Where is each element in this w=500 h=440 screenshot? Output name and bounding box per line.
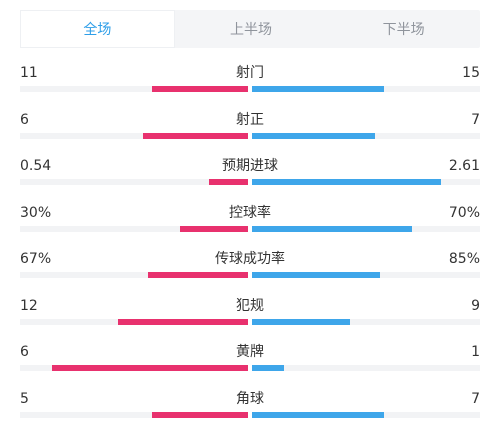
home-bar [118,318,248,325]
home-bar-track [20,132,248,139]
home-value: 0.54 [20,158,52,174]
stat-label: 射门 [236,65,264,81]
home-bar-track [20,272,248,278]
away-value: 70% [448,204,480,221]
home-bar [148,272,248,278]
away-bar [252,86,384,92]
stat-label: 射正 [236,111,264,128]
stat-row: 6 射正 7 [0,97,500,143]
away-bar-track [252,272,480,278]
stat-label: 犯规 [236,297,264,314]
home-bar [209,179,248,185]
away-bar [252,411,384,418]
home-bar-track [20,86,248,92]
home-bar-track [20,225,248,232]
away-bar-track [252,86,480,92]
home-bar-track [20,411,248,418]
home-value: 11 [20,65,38,81]
away-value: 15 [462,65,480,81]
stat-row: 5 角球 7 [0,376,500,422]
away-bar [252,272,380,278]
home-bar [180,225,248,232]
stat-label: 控球率 [229,204,271,221]
away-value: 1 [471,344,480,360]
stat-row: 12 犯规 9 [0,283,500,329]
home-bar [143,132,248,139]
away-value: 7 [471,390,480,407]
stat-row: 67% 传球成功率 85% [0,236,500,282]
home-bar [152,86,248,92]
away-bar-track [252,132,480,139]
away-bar [252,318,350,325]
away-value: 85% [448,251,480,267]
tab-full-match[interactable]: 全场 [20,10,175,48]
stat-row: 11 射门 15 [0,50,500,96]
away-value: 9 [471,297,480,314]
home-bar-track [20,179,248,185]
away-bar-track [252,225,480,232]
away-value: 2.61 [448,158,480,174]
home-bar [152,411,248,418]
stat-label: 预期进球 [222,158,278,174]
home-bar-track [20,318,248,325]
stat-label: 传球成功率 [215,251,285,267]
home-bar-track [20,365,248,371]
stat-row: 6 黄牌 1 [0,329,500,375]
away-bar [252,132,375,139]
tab-first-half[interactable]: 上半场 [230,22,272,38]
away-bar [252,365,284,371]
home-value: 6 [20,111,29,128]
stat-label: 黄牌 [236,344,264,360]
away-bar-track [252,179,480,185]
home-value: 30% [20,204,52,221]
away-value: 7 [471,111,480,128]
stat-label: 角球 [236,390,264,407]
stat-row: 0.54 预期进球 2.61 [0,143,500,189]
away-bar [252,179,441,185]
away-bar-track [252,411,480,418]
away-bar [252,225,412,232]
away-bar-track [252,318,480,325]
home-value: 12 [20,297,38,314]
home-bar [52,365,248,371]
period-tabs: 全场 上半场 下半场 [20,10,480,48]
stat-row: 30% 控球率 70% [0,190,500,236]
tab-second-half[interactable]: 下半场 [382,22,425,38]
home-value: 5 [20,390,29,407]
away-bar-track [252,365,480,371]
home-value: 6 [20,344,29,360]
home-value: 67% [20,251,52,267]
